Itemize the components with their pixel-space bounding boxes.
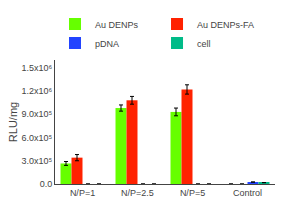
svg-text:Au DENPs: Au DENPs <box>95 20 139 30</box>
svg-text:RLU/mg: RLU/mg <box>7 102 19 142</box>
svg-text:1.2x10⁶: 1.2x10⁶ <box>21 86 52 96</box>
svg-text:1.5x10⁶: 1.5x10⁶ <box>21 63 52 73</box>
svg-text:9.0x10⁵: 9.0x10⁵ <box>21 109 52 119</box>
svg-text:Control: Control <box>233 188 262 198</box>
svg-text:pDNA: pDNA <box>95 39 119 49</box>
svg-text:6.0x10⁵: 6.0x10⁵ <box>21 133 52 143</box>
svg-text:Au DENPs-FA: Au DENPs-FA <box>197 20 254 30</box>
svg-text:N/P=2.5: N/P=2.5 <box>121 188 154 198</box>
svg-text:N/P=5: N/P=5 <box>180 188 205 198</box>
svg-text:cell: cell <box>197 39 211 49</box>
svg-text:0.0: 0.0 <box>40 179 53 189</box>
svg-text:N/P=1: N/P=1 <box>70 188 95 198</box>
svg-text:3.0x10⁵: 3.0x10⁵ <box>21 156 52 166</box>
